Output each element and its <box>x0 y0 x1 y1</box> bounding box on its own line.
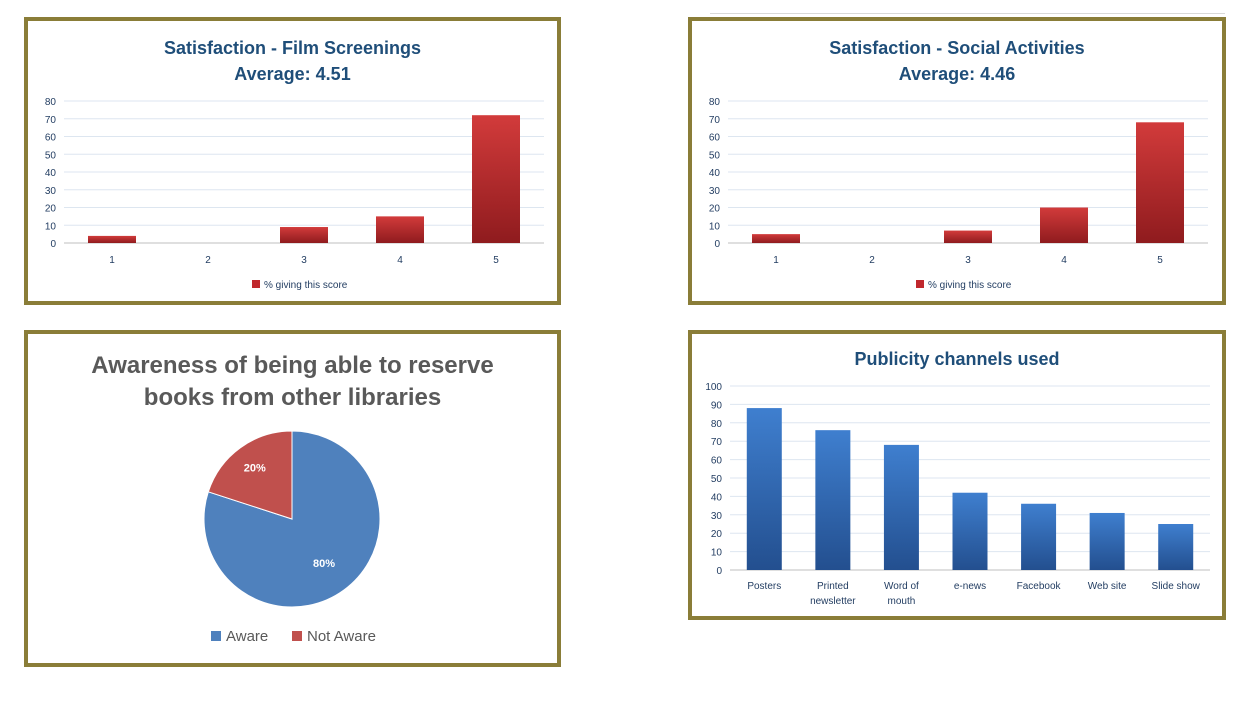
x-category-label: 1 <box>773 255 779 266</box>
y-tick-label: 60 <box>711 456 723 467</box>
y-tick-label: 30 <box>45 186 57 197</box>
legend-label: % giving this score <box>264 280 348 291</box>
pie-data-label: 80% <box>313 558 335 570</box>
y-tick-label: 70 <box>709 115 721 126</box>
legend-swatch <box>292 631 302 641</box>
bar-4 <box>376 216 424 243</box>
legend-label: Not Aware <box>307 628 376 645</box>
y-tick-label: 10 <box>45 221 57 232</box>
publicity-channels-bar-chart: 0 10 20 30 40 50 60 70 80 90 100 Posters Printed news… <box>705 382 1210 607</box>
y-tick-label: 60 <box>709 133 721 144</box>
awareness-pie-chart-panel: Awareness of being able to reserve books… <box>24 330 561 667</box>
y-tick-label: 90 <box>711 400 723 411</box>
y-tick-label: 70 <box>711 437 723 448</box>
y-tick-label: 0 <box>714 239 720 250</box>
bar-word-of-mouth <box>883 444 919 570</box>
social-activities-bar-chart: 0 10 20 30 40 50 60 70 80 1 2 3 4 5 % giving this scor… <box>709 97 1208 291</box>
top-divider-line <box>710 13 1225 14</box>
pie-data-label: 20% <box>244 463 266 475</box>
x-category-label: Web site <box>1088 581 1127 592</box>
publicity-channels-chart-panel: Publicity channels used 0 10 20 30 40 50 60 70 8… <box>688 330 1226 620</box>
legend-label: % giving this score <box>928 280 1012 291</box>
y-tick-label: 10 <box>709 221 721 232</box>
bar-slide-show <box>1158 524 1194 570</box>
bar-posters <box>746 408 782 570</box>
y-tick-label: 50 <box>711 474 723 485</box>
y-tick-label: 50 <box>709 150 721 161</box>
x-category-label: 2 <box>869 255 875 266</box>
y-tick-label: 100 <box>705 382 722 393</box>
film-screenings-bar-chart: 0 10 20 30 40 50 60 70 80 1 2 3 4 5 % giving this scor… <box>45 97 544 291</box>
bar-e-news <box>952 492 988 570</box>
awareness-pie-chart: 80% 20% Aware Not Aware <box>203 430 381 645</box>
y-tick-label: 70 <box>45 115 57 126</box>
x-category-label: Facebook <box>1017 581 1062 592</box>
x-category-label: Posters <box>747 581 781 592</box>
x-category-label: 5 <box>1157 255 1163 266</box>
legend-swatch <box>916 280 924 288</box>
chart-title: Satisfaction - Social Activities Average… <box>692 35 1222 87</box>
x-category-label: 3 <box>301 255 307 266</box>
legend-swatch <box>252 280 260 288</box>
x-category-label: Slide show <box>1152 581 1201 592</box>
film-screenings-chart-panel: Satisfaction - Film Screenings Average: … <box>24 17 561 305</box>
bar-web-site <box>1089 512 1125 570</box>
chart-subtitle-line: Average: 4.51 <box>234 64 351 84</box>
chart-title-line: Satisfaction - Film Screenings <box>163 38 422 58</box>
y-tick-label: 30 <box>709 186 721 197</box>
y-tick-label: 20 <box>711 529 723 540</box>
bar-3 <box>944 230 992 243</box>
chart-title-line: Satisfaction - Social Activities <box>829 38 1085 58</box>
y-tick-label: 80 <box>709 97 721 108</box>
x-category-label: 2 <box>205 255 211 266</box>
bar-3 <box>280 227 328 243</box>
x-category-label: newsletter <box>810 596 856 607</box>
social-activities-chart-panel: Satisfaction - Social Activities Average… <box>688 17 1226 305</box>
y-tick-label: 60 <box>45 133 57 144</box>
x-category-label: e-news <box>954 581 986 592</box>
bar-5 <box>1136 122 1184 243</box>
y-tick-label: 40 <box>45 168 57 179</box>
x-category-label: mouth <box>888 596 916 607</box>
y-tick-label: 20 <box>45 204 57 215</box>
pie-slice-not-aware <box>207 430 293 520</box>
y-tick-label: 30 <box>711 511 723 522</box>
x-category-label: Printed <box>817 581 849 592</box>
y-tick-label: 80 <box>711 419 723 430</box>
chart-title: Satisfaction - Film Screenings Average: … <box>28 35 557 87</box>
y-tick-label: 20 <box>709 204 721 215</box>
bar-printed-newsletter <box>815 430 851 570</box>
y-tick-label: 50 <box>45 150 57 161</box>
bar-5 <box>472 115 520 243</box>
y-tick-label: 0 <box>716 566 722 577</box>
chart-title-line: Awareness of being able to reserve <box>91 352 494 379</box>
chart-title-line: books from other libraries <box>143 384 442 411</box>
y-tick-label: 10 <box>711 548 723 559</box>
legend-label: Aware <box>226 628 268 645</box>
x-category-label: 1 <box>109 255 115 266</box>
bar-facebook <box>1021 503 1057 570</box>
x-category-label: 4 <box>397 255 403 266</box>
chart-subtitle-line: Average: 4.46 <box>898 64 1016 84</box>
y-tick-label: 40 <box>711 492 723 503</box>
chart-title: Publicity channels used <box>854 349 1060 369</box>
x-category-label: 5 <box>493 255 499 266</box>
y-tick-label: 80 <box>45 97 57 108</box>
legend-swatch <box>211 631 221 641</box>
x-category-label: 3 <box>965 255 971 266</box>
bar-1 <box>88 235 136 243</box>
bar-4 <box>1040 207 1088 243</box>
x-category-label: 4 <box>1061 255 1067 266</box>
bar-1 <box>752 234 800 243</box>
y-tick-label: 0 <box>50 239 56 250</box>
x-category-label: Word of <box>884 581 919 592</box>
chart-title: Awareness of being able to reserve books… <box>28 350 557 414</box>
y-tick-label: 40 <box>709 168 721 179</box>
